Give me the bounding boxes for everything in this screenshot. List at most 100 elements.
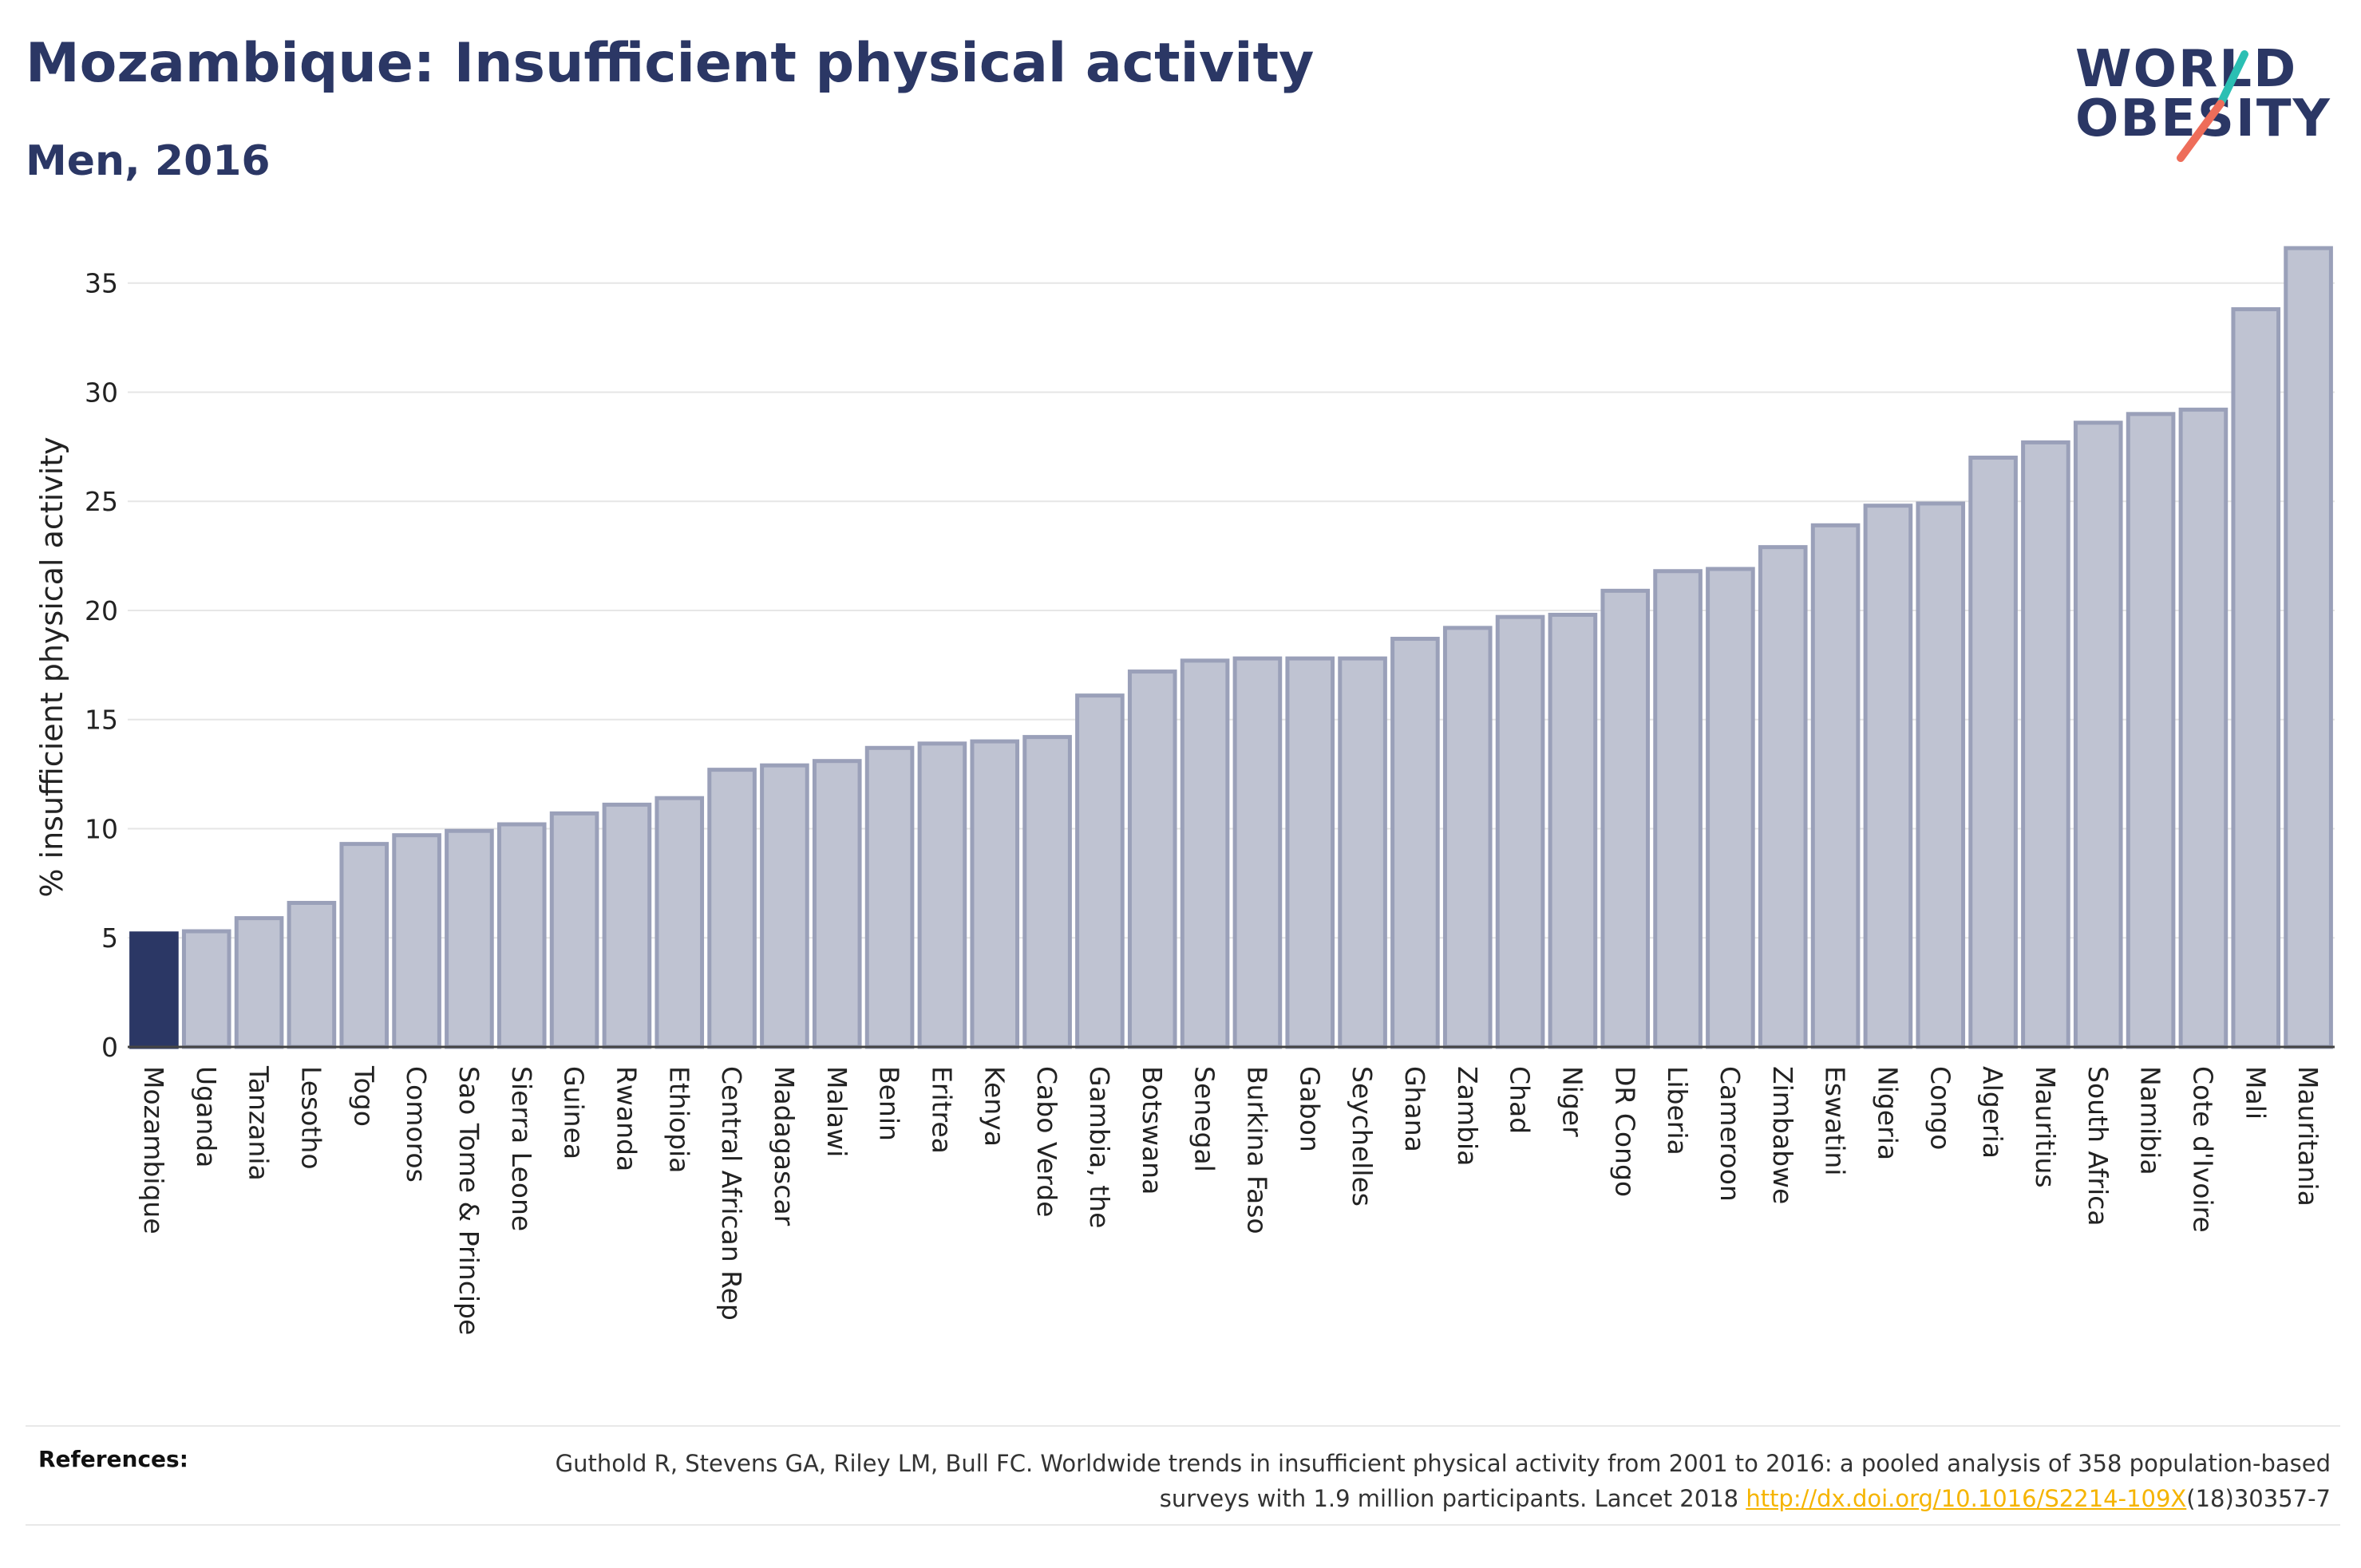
- reference-doi-suffix: (18)30357-7: [2186, 1485, 2331, 1512]
- x-tick-label: South Africa: [2082, 1066, 2114, 1226]
- bar-eswatini: [1810, 523, 1861, 1049]
- bar-zambia: [1442, 626, 1493, 1049]
- chart-title: Mozambique: Insufficient physical activi…: [26, 32, 1315, 95]
- x-tick-label: Mauritius: [2030, 1066, 2061, 1188]
- y-tick-label: 0: [101, 1032, 118, 1063]
- bar-tanzania: [234, 916, 284, 1049]
- x-tick-label: Nigeria: [1872, 1066, 1903, 1160]
- logo-line-1: WORLD: [2075, 40, 2298, 99]
- x-tick-label: Burkina Faso: [1241, 1066, 1272, 1234]
- x-tick-label: Zambia: [1452, 1066, 1483, 1166]
- bar-zimbabwe: [1758, 545, 1808, 1049]
- x-tick-label: Botswana: [1137, 1066, 1168, 1195]
- x-tick-label: Madagascar: [769, 1066, 800, 1226]
- x-tick-label: Niger: [1556, 1066, 1588, 1137]
- bar-algeria: [1968, 456, 2018, 1049]
- x-tick-label: Mali: [2240, 1066, 2271, 1120]
- x-tick-label: Liberia: [1662, 1066, 1693, 1155]
- x-tick-label: Chad: [1505, 1066, 1536, 1134]
- x-tick-label: Cabo Verde: [1031, 1066, 1062, 1217]
- y-tick-label: 10: [85, 813, 118, 844]
- x-tick-label: Gabon: [1294, 1066, 1325, 1152]
- bar-chad: [1495, 614, 1545, 1049]
- bar-sierra-leone: [496, 822, 547, 1049]
- x-tick-label: Cameroon: [1714, 1066, 1746, 1202]
- x-tick-label: Eritrea: [926, 1066, 957, 1154]
- y-tick-label: 5: [101, 922, 118, 954]
- bar-liberia: [1653, 569, 1703, 1049]
- bar-mauritania: [2284, 246, 2333, 1049]
- x-tick-label: Senegal: [1189, 1066, 1220, 1172]
- x-tick-label: Cote d'Ivoire: [2187, 1066, 2218, 1233]
- y-tick-label: 20: [85, 595, 118, 626]
- x-tick-label: Comoros: [401, 1066, 432, 1183]
- bar-cote-d-ivoire: [2178, 407, 2229, 1049]
- bar-lesotho: [287, 900, 337, 1049]
- references-text: Guthold R, Stevens GA, Riley LM, Bull FC…: [495, 1446, 2331, 1516]
- x-tick-label: Algeria: [1977, 1066, 2008, 1159]
- bar-rwanda: [602, 802, 652, 1049]
- bar-gabon: [1285, 656, 1335, 1049]
- bar-cabo-verde: [1022, 735, 1072, 1049]
- x-tick-label: Seychelles: [1347, 1066, 1378, 1207]
- world-obesity-logo: WORLD OBESITY: [2075, 40, 2347, 176]
- logo-line-2: OBESITY: [2075, 89, 2331, 148]
- bar-dr-congo: [1600, 588, 1651, 1049]
- bar-senegal: [1180, 658, 1230, 1049]
- x-tick-label: Ghana: [1399, 1066, 1430, 1152]
- bar-mauritius: [2021, 440, 2070, 1049]
- bar-ghana: [1390, 637, 1440, 1049]
- x-tick-label: Ethiopia: [663, 1066, 694, 1173]
- y-tick-label: 35: [85, 268, 118, 299]
- x-tick-label: Tanzania: [243, 1065, 275, 1181]
- bar-ethiopia: [655, 796, 705, 1049]
- references-bottom-rule: [26, 1524, 2340, 1526]
- x-tick-label: Lesotho: [295, 1066, 326, 1170]
- bar-chart: 0 5 10 15 20 25 30 35 Mozambique Uganda Tanzania L…: [34, 246, 2335, 1335]
- bars: [129, 246, 2333, 1049]
- x-tick-label: Zimbabwe: [1767, 1066, 1798, 1204]
- references-top-rule: [26, 1425, 2340, 1427]
- x-tick-label: Rwanda: [611, 1066, 642, 1171]
- bar-seychelles: [1338, 656, 1387, 1049]
- bar-niger: [1548, 612, 1598, 1049]
- bar-guinea: [549, 811, 599, 1049]
- bar-comoros: [392, 833, 441, 1049]
- reference-citation: Guthold R, Stevens GA, Riley LM, Bull FC…: [555, 1450, 2331, 1512]
- x-tick-label: Congo: [1924, 1066, 1956, 1150]
- x-tick-label: Namibia: [2135, 1066, 2166, 1175]
- x-tick-label: Sierra Leone: [506, 1066, 537, 1231]
- x-tick-label: DR Congo: [1609, 1066, 1640, 1197]
- bar-namibia: [2126, 412, 2176, 1049]
- y-tick-label: 15: [85, 705, 118, 736]
- x-tick-label: Togo: [348, 1065, 379, 1127]
- x-tick-label: Central African Rep: [716, 1066, 747, 1321]
- x-tick-label: Benin: [874, 1066, 905, 1141]
- bar-mozambique: [129, 931, 179, 1049]
- bar-burkina-faso: [1232, 656, 1283, 1049]
- x-tick-label: Gambia, the: [1084, 1066, 1115, 1228]
- bar-mali: [2231, 307, 2281, 1049]
- bar-botswana: [1127, 669, 1177, 1049]
- x-tick-label: Kenya: [979, 1066, 1010, 1147]
- bar-cameroon: [1706, 567, 1755, 1049]
- logo-slash-icon: [2177, 50, 2248, 162]
- bar-sao-tome-principe: [445, 828, 494, 1049]
- bar-congo: [1916, 501, 1966, 1049]
- references-label: References:: [38, 1446, 188, 1472]
- bar-eritrea: [917, 741, 967, 1049]
- x-tick-label: Malawi: [821, 1066, 852, 1157]
- bar-malawi: [812, 759, 862, 1049]
- bar-benin: [864, 745, 915, 1049]
- y-axis-label: % insufficient physical activity: [34, 436, 69, 897]
- gridlines: [128, 282, 2335, 939]
- x-tick-label: Eswatini: [1820, 1066, 1851, 1175]
- y-tick-labels: 0 5 10 15 20 25 30 35: [85, 268, 118, 1063]
- y-tick-label: 25: [85, 486, 118, 517]
- reference-doi-link[interactable]: http://dx.doi.org/10.1016/S2214-109X: [1746, 1485, 2187, 1512]
- x-tick-label: Uganda: [191, 1066, 222, 1167]
- bar-madagascar: [760, 763, 809, 1049]
- x-tick-label: Sao Tome & Principe: [453, 1066, 484, 1335]
- bar-nigeria: [1863, 504, 1913, 1049]
- bar-uganda: [181, 929, 231, 1049]
